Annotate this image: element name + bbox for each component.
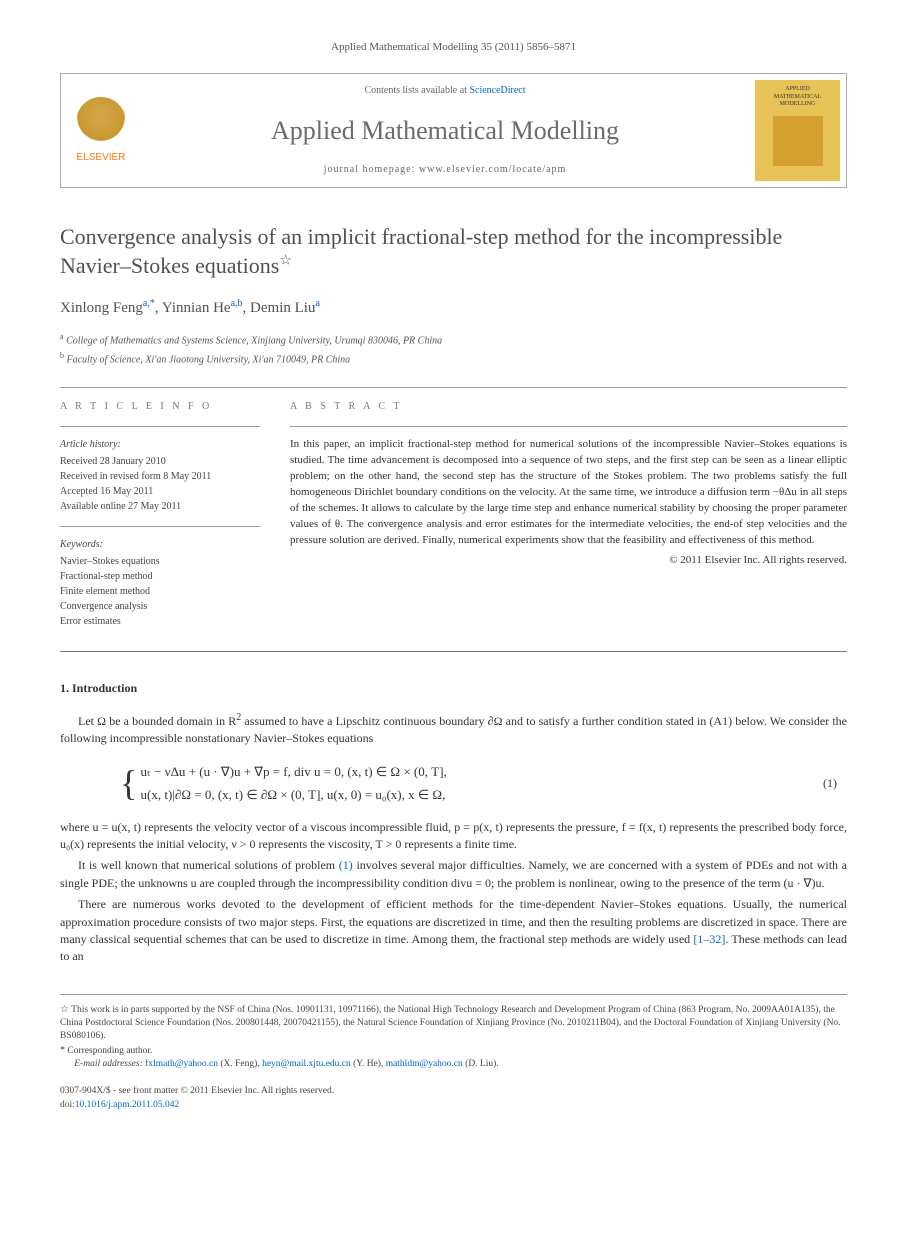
header-center: Contents lists available at ScienceDirec… xyxy=(141,74,749,187)
divider xyxy=(60,426,260,427)
equation-1: { uₜ − νΔu + (u · ∇)u + ∇p = f, div u = … xyxy=(120,760,847,807)
intro-paragraph-3: It is well known that numerical solution… xyxy=(60,857,847,892)
article-history: Article history: Received 28 January 201… xyxy=(60,437,260,514)
journal-name: Applied Mathematical Modelling xyxy=(141,113,749,149)
corresponding-footnote: * Corresponding author. xyxy=(60,1044,847,1058)
affil-b-text: Faculty of Science, Xi'an Jiaotong Unive… xyxy=(67,354,351,365)
keyword-0: Navier–Stokes equations xyxy=(60,554,260,569)
author-1-aff[interactable]: a, xyxy=(143,298,150,309)
history-received: Received 28 January 2010 xyxy=(60,454,260,469)
equation-1-number: (1) xyxy=(823,775,837,792)
cover-graphic-icon xyxy=(773,116,823,166)
divider xyxy=(60,526,260,527)
email-link-3[interactable]: mathldm@yahoo.cn xyxy=(386,1059,463,1069)
publisher-name: ELSEVIER xyxy=(77,151,126,165)
funding-text: This work is in parts supported by the N… xyxy=(60,1005,841,1042)
contents-prefix: Contents lists available at xyxy=(364,85,469,96)
equation-1-content: { uₜ − νΔu + (u · ∇)u + ∇p = f, div u = … xyxy=(120,760,823,807)
divider xyxy=(60,387,847,388)
bottom-info: 0307-904X/$ - see front matter © 2011 El… xyxy=(60,1085,847,1112)
intro-paragraph-2: where u = u(x, t) represents the velocit… xyxy=(60,819,847,854)
front-matter-line: 0307-904X/$ - see front matter © 2011 El… xyxy=(60,1085,847,1098)
affiliation-b: b Faculty of Science, Xi'an Jiaotong Uni… xyxy=(60,350,847,367)
email-who-3: (D. Liu). xyxy=(463,1059,499,1069)
homepage-url: www.elsevier.com/locate/apm xyxy=(419,164,566,175)
history-accepted: Accepted 16 May 2011 xyxy=(60,484,260,499)
email-who-1: (X. Feng), xyxy=(218,1059,262,1069)
title-footnote-marker: ☆ xyxy=(279,254,292,269)
p1-a: Let Ω be a bounded domain in R xyxy=(78,714,236,728)
keyword-1: Fractional-step method xyxy=(60,569,260,584)
email-link-1[interactable]: fxlmath@yahoo.cn xyxy=(145,1059,218,1069)
email-link-2[interactable]: heyn@mail.xjtu.edu.cn xyxy=(262,1059,351,1069)
homepage-prefix: journal homepage: xyxy=(324,164,419,175)
elsevier-tree-icon xyxy=(76,97,126,147)
journal-cover-thumb: APPLIED MATHEMATICAL MODELLING xyxy=(755,80,840,181)
funding-marker: ☆ xyxy=(60,1004,69,1015)
author-2: Yinnian He xyxy=(162,300,231,316)
copyright-line: © 2011 Elsevier Inc. All rights reserved… xyxy=(290,553,847,568)
affil-b-sup: b xyxy=(60,351,64,360)
corr-text: Corresponding author. xyxy=(65,1046,152,1056)
keyword-4: Error estimates xyxy=(60,614,260,629)
contents-line: Contents lists available at ScienceDirec… xyxy=(141,84,749,98)
article-info-label: A R T I C L E I N F O xyxy=(60,400,260,414)
article-info-column: A R T I C L E I N F O Article history: R… xyxy=(60,400,260,641)
keyword-2: Finite element method xyxy=(60,584,260,599)
author-list: Xinlong Fenga,*, Yinnian Hea,b, Demin Li… xyxy=(60,297,847,319)
keywords-block: Keywords: Navier–Stokes equations Fracti… xyxy=(60,537,260,629)
journal-header-box: ELSEVIER Contents lists available at Sci… xyxy=(60,73,847,188)
history-online: Available online 27 May 2011 xyxy=(60,499,260,514)
affil-a-sup: a xyxy=(60,332,64,341)
author-3-aff[interactable]: a xyxy=(315,298,319,309)
section-1-heading: 1. Introduction xyxy=(60,680,847,697)
publisher-logo-cell: ELSEVIER xyxy=(61,74,141,187)
footnotes: ☆ This work is in parts supported by the… xyxy=(60,994,847,1071)
journal-reference: Applied Mathematical Modelling 35 (2011)… xyxy=(60,40,847,55)
doi-line: doi:10.1016/j.apm.2011.05.042 xyxy=(60,1099,847,1112)
history-label: Article history: xyxy=(60,437,260,452)
eq1-line1: uₜ − νΔu + (u · ∇)u + ∇p = f, div u = 0,… xyxy=(141,764,447,779)
abstract-column: A B S T R A C T In this paper, an implic… xyxy=(290,400,847,641)
eq1-line2: u(x, t)|∂Ω = 0, (x, t) ∈ ∂Ω × (0, T], u(… xyxy=(141,787,446,802)
intro-paragraph-4: There are numerous works devoted to the … xyxy=(60,896,847,966)
title-text: Convergence analysis of an implicit frac… xyxy=(60,224,782,278)
keywords-label: Keywords: xyxy=(60,537,260,552)
cover-title: APPLIED MATHEMATICAL MODELLING xyxy=(761,86,834,108)
doi-link[interactable]: 10.1016/j.apm.2011.05.042 xyxy=(75,1100,179,1110)
funding-footnote: ☆ This work is in parts supported by the… xyxy=(60,1003,847,1044)
p3-a: It is well known that numerical solution… xyxy=(78,858,339,872)
article-title: Convergence analysis of an implicit frac… xyxy=(60,223,847,280)
info-abstract-row: A R T I C L E I N F O Article history: R… xyxy=(60,400,847,641)
email-who-2: (Y. He), xyxy=(351,1059,386,1069)
author-1-corr[interactable]: * xyxy=(150,298,155,309)
affiliation-a: a College of Mathematics and Systems Sci… xyxy=(60,331,847,348)
doi-prefix: doi: xyxy=(60,1100,75,1110)
author-1: Xinlong Feng xyxy=(60,300,143,316)
divider xyxy=(60,651,847,652)
eq-ref-link[interactable]: (1) xyxy=(339,858,353,872)
abstract-label: A B S T R A C T xyxy=(290,400,847,414)
history-revised: Received in revised form 8 May 2011 xyxy=(60,469,260,484)
author-3: Demin Liu xyxy=(250,300,315,316)
divider xyxy=(290,426,847,427)
homepage-line: journal homepage: www.elsevier.com/locat… xyxy=(141,163,749,177)
abstract-text: In this paper, an implicit fractional-st… xyxy=(290,437,847,549)
email-footnote: E-mail addresses: fxlmath@yahoo.cn (X. F… xyxy=(60,1058,847,1071)
author-2-aff[interactable]: a,b xyxy=(231,298,243,309)
intro-paragraph-1: Let Ω be a bounded domain in R2 assumed … xyxy=(60,711,847,748)
keyword-3: Convergence analysis xyxy=(60,599,260,614)
email-label: E-mail addresses: xyxy=(74,1059,145,1069)
citation-link[interactable]: [1–32] xyxy=(693,932,725,946)
sciencedirect-link[interactable]: ScienceDirect xyxy=(469,85,525,96)
brace-icon: { xyxy=(120,769,137,798)
affil-a-text: College of Mathematics and Systems Scien… xyxy=(66,335,442,346)
